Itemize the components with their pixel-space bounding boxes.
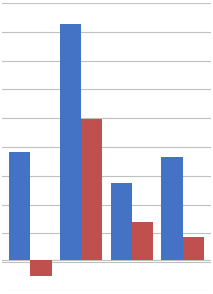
Bar	[132, 222, 153, 260]
Bar	[60, 24, 81, 260]
Bar	[9, 152, 30, 260]
Bar	[81, 119, 102, 260]
Bar	[183, 237, 204, 260]
Bar	[111, 183, 132, 260]
Bar	[30, 260, 52, 276]
Bar	[161, 157, 183, 260]
